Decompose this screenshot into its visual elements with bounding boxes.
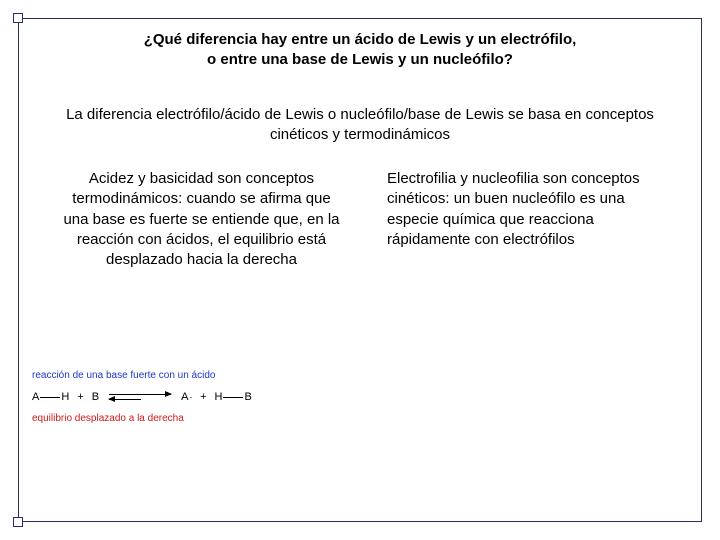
corner-marker-tl — [13, 13, 23, 23]
slide-subtitle: La diferencia electrófilo/ácido de Lewis… — [30, 105, 690, 146]
bond-icon — [40, 397, 60, 398]
arrow-right-icon — [109, 394, 171, 395]
atom-h-product: H — [215, 391, 223, 403]
slide-title: ¿Qué diferencia hay entre un ácido de Le… — [30, 30, 690, 71]
reactant-b: B — [92, 391, 99, 403]
reaction-diagram: reacción de una base fuerte con un ácido… — [30, 370, 340, 424]
atom-a-product: A — [181, 391, 188, 403]
two-column-block: Acidez y basicidad son conceptos termodi… — [30, 169, 690, 270]
reaction-label-top: reacción de una base fuerte con un ácido — [32, 370, 340, 381]
plus-sign: + — [77, 391, 83, 403]
reactant-ah: A H — [32, 391, 69, 403]
bond-icon-2 — [223, 397, 243, 398]
equilibrium-arrows-icon — [109, 394, 171, 400]
product-hb: H B — [215, 391, 252, 403]
arrow-left-icon — [109, 399, 141, 400]
slide-content: ¿Qué diferencia hay entre un ácido de Le… — [30, 30, 690, 510]
left-column-text: Acidez y basicidad son conceptos termodi… — [60, 169, 343, 270]
right-column-text: Electrofilia y nucleofilia son conceptos… — [387, 169, 670, 270]
reaction-label-bottom: equilibrio desplazado a la derecha — [32, 413, 340, 424]
corner-marker-bl — [13, 517, 23, 527]
title-line-2: o entre una base de Lewis y un nucleófil… — [207, 51, 513, 68]
atom-h: H — [61, 391, 69, 403]
product-a-minus: A- — [181, 391, 192, 403]
plus-sign-2: + — [200, 391, 206, 403]
charge-minus: - — [189, 393, 192, 402]
atom-b-product: B — [244, 391, 251, 403]
atom-a: A — [32, 391, 39, 403]
reaction-equation: A H + B A- + H B — [30, 391, 340, 403]
title-line-1: ¿Qué diferencia hay entre un ácido de Le… — [144, 31, 577, 48]
